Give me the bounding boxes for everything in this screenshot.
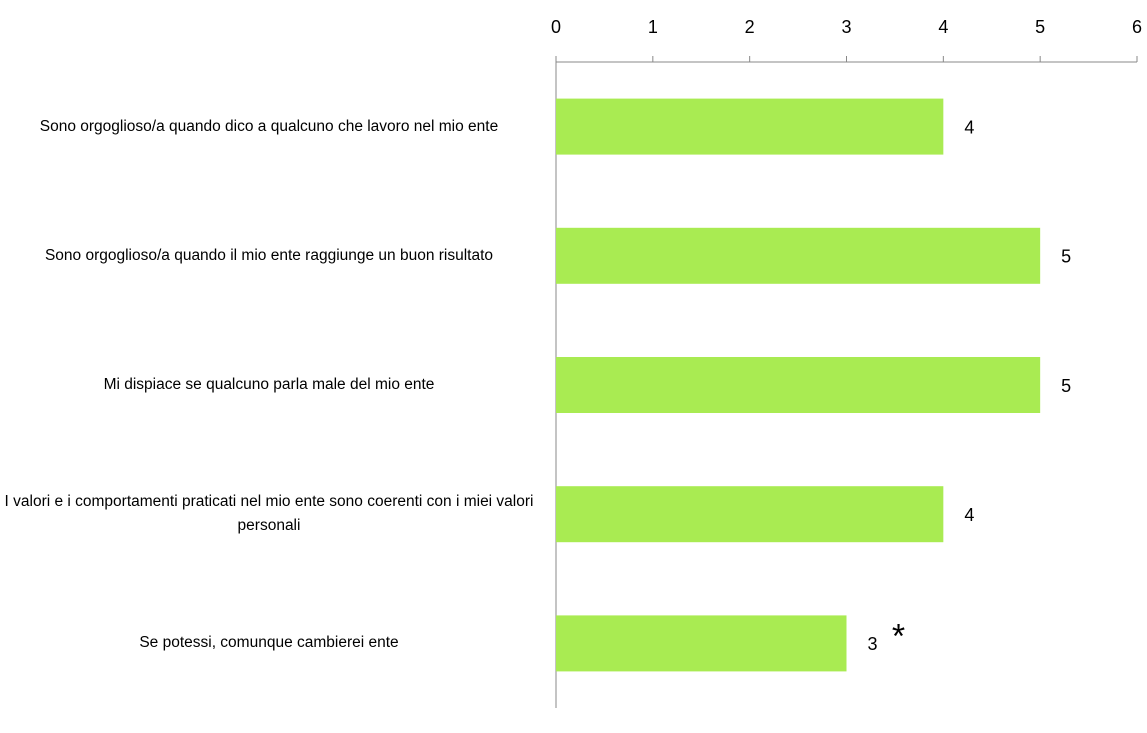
category-label: Sono orgoglioso/a quando il mio ente rag…	[44, 246, 494, 264]
x-tick-label: 1	[648, 17, 658, 37]
x-tick-label: 0	[551, 17, 561, 37]
data-label: 5	[1061, 247, 1071, 267]
data-label: 4	[964, 505, 974, 525]
annotation: *	[892, 617, 905, 655]
bar	[556, 615, 847, 672]
category-label: Sono orgoglioso/a quando dico a qualcuno…	[39, 117, 499, 135]
data-label: 3	[867, 634, 877, 654]
bar	[556, 227, 1041, 284]
x-tick-label: 5	[1035, 17, 1045, 37]
x-tick-label: 4	[938, 17, 948, 37]
data-label: 5	[1061, 376, 1071, 396]
category-label: Se potessi, comunque cambierei ente	[139, 634, 399, 652]
x-tick-label: 6	[1132, 17, 1142, 37]
category-label: I valori e i comportamenti praticati nel…	[4, 493, 534, 535]
bar	[556, 98, 944, 155]
bar	[556, 486, 944, 543]
x-tick-label: 2	[745, 17, 755, 37]
data-label: 4	[964, 117, 974, 137]
category-label: Mi dispiace se qualcuno parla male del m…	[103, 376, 435, 393]
bar	[556, 357, 1041, 413]
x-tick-label: 3	[841, 17, 851, 37]
